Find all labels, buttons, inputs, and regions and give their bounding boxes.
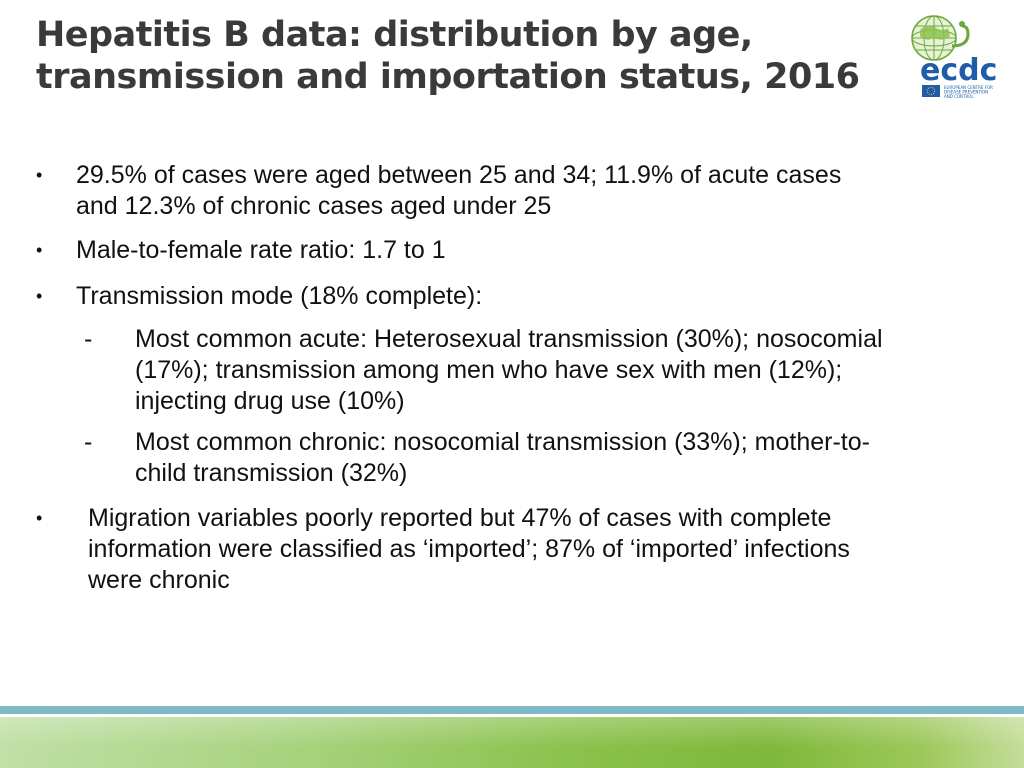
ecdc-subtitle-line: DISEASE PREVENTION	[944, 90, 988, 95]
footer-divider	[0, 706, 1024, 714]
bullet-text: Migration variables poorly reported but …	[88, 503, 850, 596]
bullet-line: Transmission mode (18% complete):	[76, 282, 483, 310]
ecdc-subtitle-line: EUROPEAN CENTRE FOR	[944, 85, 993, 90]
bullet-line: (17%); transmission among men who have s…	[135, 356, 843, 384]
bullet-marker: •	[36, 286, 43, 306]
sub-bullet-marker: -	[84, 325, 93, 353]
bullet-line: 29.5% of cases were aged between 25 and …	[76, 161, 842, 189]
bullet-text: 29.5% of cases were aged between 25 and …	[76, 160, 841, 222]
ecdc-logo: ecdc EUROPEAN CENTRE FOR DISEASE PREVENT…	[906, 12, 1006, 100]
ecdc-wordmark: ecdc	[920, 53, 997, 88]
slide-title-line: Hepatitis B data: distribution by age,	[36, 15, 753, 55]
bullet-line: Most common acute: Heterosexual transmis…	[135, 325, 883, 353]
bullet-text: Transmission mode (18% complete):	[76, 281, 482, 312]
slide-title: Hepatitis B data: distribution by age, t…	[36, 14, 896, 98]
bullet-line: were chronic	[88, 566, 230, 594]
bullet-line: injecting drug use (10%)	[135, 387, 405, 415]
bullet-line: and 12.3% of chronic cases aged under 25	[76, 192, 552, 220]
bullet-line: Male-to-female rate ratio: 1.7 to 1	[76, 236, 446, 264]
sub-bullet-marker: -	[84, 428, 93, 456]
ecdc-subtitle-line: AND CONTROL	[944, 94, 974, 99]
slide-title-line: transmission and importation status, 201…	[36, 57, 860, 97]
bullet-text: Most common chronic: nosocomial transmis…	[135, 427, 870, 489]
footer-band	[0, 717, 1024, 768]
bullet-line: Migration variables poorly reported but …	[88, 504, 832, 532]
bullet-line: Most common chronic: nosocomial transmis…	[135, 428, 870, 456]
bullet-line: child transmission (32%)	[135, 459, 408, 487]
bullet-marker: •	[36, 508, 43, 528]
bullet-marker: •	[36, 240, 43, 260]
bullet-text: Most common acute: Heterosexual transmis…	[135, 324, 883, 417]
bullet-text: Male-to-female rate ratio: 1.7 to 1	[76, 235, 446, 266]
bullet-marker: •	[36, 165, 43, 185]
bullet-line: information were classified as ‘imported…	[88, 535, 850, 563]
ecdc-globe-logo-icon: ecdc EUROPEAN CENTRE FOR DISEASE PREVENT…	[911, 15, 997, 99]
